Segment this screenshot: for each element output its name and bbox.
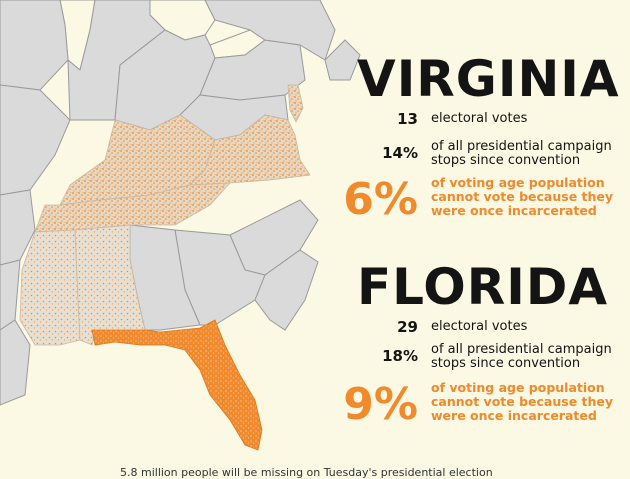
virginia-stops-label: of all presidential campaign stops since…	[431, 139, 612, 168]
stats-panel: VIRGINIA 13 electoral votes 14% of all p…	[343, 0, 630, 474]
florida-electoral-votes: 29	[397, 318, 418, 336]
virginia-electoral-votes: 13	[397, 110, 418, 128]
virginia	[188, 114, 311, 186]
virginia-electoral-label: electoral votes	[431, 111, 528, 126]
footer-caption: 5.8 million people will be missing on Tu…	[120, 466, 493, 479]
mississippi	[19, 229, 81, 346]
delaware	[287, 84, 304, 123]
florida-title: FLORIDA	[357, 258, 609, 316]
florida-stops-pct: 18%	[382, 347, 418, 365]
virginia-title: VIRGINIA	[357, 50, 620, 108]
florida-disenfranchised-label: of voting age population cannot vote bec…	[431, 380, 614, 423]
virginia-disenfranchised-pct: 6%	[343, 174, 418, 225]
florida-electoral-label: electoral votes	[431, 319, 528, 334]
virginia-stops-pct: 14%	[382, 144, 418, 162]
florida-disenfranchised-pct: 9%	[343, 379, 418, 430]
virginia-disenfranchised-label: of voting age population cannot vote bec…	[431, 175, 614, 218]
florida-stops-label: of all presidential campaign stops since…	[431, 342, 612, 371]
gray-states	[0, 0, 361, 406]
florida	[91, 319, 263, 451]
